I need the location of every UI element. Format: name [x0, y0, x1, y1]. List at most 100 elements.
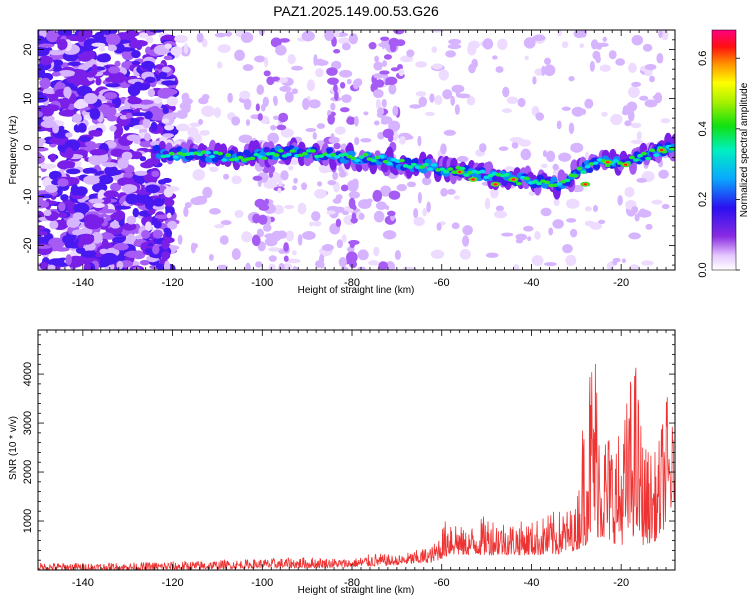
- spectrogram-cell: [370, 158, 377, 163]
- spectrogram-cell: [264, 57, 269, 68]
- spectrogram-cell: [332, 197, 342, 204]
- spectrogram-cell: [631, 34, 644, 46]
- spectrogram-cell: [373, 89, 384, 99]
- spectrogram-cell: [388, 190, 401, 200]
- spectrogram-cell: [548, 227, 554, 236]
- spectrogram-x-tick-label: -100: [251, 277, 273, 289]
- spectrogram-cell: [354, 137, 360, 146]
- spectrogram-cell: [649, 75, 655, 83]
- snr-x-tick-label: -60: [434, 577, 450, 589]
- spectrogram-cell: [89, 107, 101, 120]
- colorbar: 0.0 0.2 0.4 0.6 Normalized spectral amplitu…: [697, 29, 750, 278]
- spectrogram-cell: [350, 217, 358, 224]
- spectrogram-cell: [334, 126, 346, 135]
- spectrogram-cell: [161, 80, 178, 86]
- spectrogram-cell: [523, 176, 530, 181]
- spectrogram-cell: [531, 35, 546, 42]
- spectrogram-cell: [579, 43, 585, 49]
- spectrogram-cell: [541, 65, 546, 77]
- spectrogram-cell: [51, 71, 61, 77]
- spectrogram-cell: [484, 197, 491, 210]
- spectrogram-cell: [262, 224, 272, 232]
- spectrogram-cell: [38, 43, 55, 48]
- colorbar-ticks: 0.0 0.2 0.4 0.6: [697, 51, 740, 278]
- spectrogram-cell: [217, 44, 231, 53]
- spectrogram-cell: [198, 118, 204, 125]
- snr-y-tick-label: 1000: [22, 509, 34, 533]
- spectrogram-cell: [445, 50, 456, 58]
- spectrogram-cell: [492, 55, 498, 60]
- spectrogram-cell: [99, 208, 117, 214]
- spectrogram-cell: [121, 151, 133, 160]
- spectrogram-cell: [417, 135, 422, 147]
- spectrogram-cell: [53, 59, 64, 67]
- spectrogram-cell: [375, 201, 387, 210]
- spectrogram-cell: [155, 152, 163, 159]
- spectrogram-cell: [568, 122, 575, 135]
- spectrogram-cell: [301, 151, 308, 156]
- spectrogram-cell: [556, 182, 563, 186]
- spectrogram-cell: [520, 148, 531, 161]
- spectrogram-cell: [367, 260, 379, 266]
- spectrogram-cell: [621, 109, 630, 116]
- spectrogram-cell: [101, 162, 118, 168]
- spectrogram-cell: [434, 95, 443, 106]
- spectrogram-cell: [47, 258, 66, 267]
- spectrogram-cell: [273, 153, 280, 157]
- spectrogram-cell: [330, 102, 336, 111]
- spectrogram-cell: [135, 42, 143, 51]
- spectrogram-cell: [636, 177, 647, 183]
- spectrogram-cell: [128, 177, 135, 186]
- spectrogram-cell: [174, 34, 189, 44]
- spectrogram-cell: [561, 41, 569, 49]
- spectrogram-cell: [415, 61, 427, 68]
- spectrogram-cell: [608, 50, 617, 60]
- spectrogram-cell: [38, 225, 46, 231]
- spectrogram-cell: [630, 139, 644, 144]
- spectrogram-cell: [291, 250, 297, 256]
- spectrogram-cell: [275, 44, 287, 56]
- spectrogram-cell: [584, 164, 591, 169]
- spectrogram-cell: [209, 208, 221, 215]
- spectrogram-cell: [651, 199, 663, 205]
- spectrogram-cell: [142, 117, 151, 129]
- spectrogram-cell: [357, 249, 369, 261]
- spectrogram-cell: [443, 129, 456, 136]
- spectrogram-cell: [642, 43, 653, 52]
- spectrogram-cell: [152, 197, 165, 207]
- spectrogram-cell: [277, 230, 287, 240]
- spectrogram-cell: [278, 249, 286, 254]
- spectrogram-cell: [103, 191, 118, 198]
- spectrogram-cell: [418, 96, 427, 107]
- spectrogram-cell: [288, 165, 294, 171]
- spectrogram-cell: [447, 167, 454, 171]
- spectrogram-cell: [336, 239, 344, 249]
- spectrogram-cell: [462, 235, 470, 247]
- spectrogram-cell: [357, 266, 366, 270]
- spectrogram-cell: [501, 232, 514, 237]
- spectrogram-cell: [125, 193, 139, 205]
- spectrogram-cell: [39, 77, 51, 89]
- spectrogram-cell: [418, 165, 425, 169]
- spectrogram-cell: [214, 32, 227, 38]
- spectrogram-cell: [576, 166, 583, 171]
- spectrogram-cell: [256, 84, 265, 95]
- spectrogram-cell: [306, 79, 315, 92]
- snr-y-tick-label: 4000: [22, 362, 34, 386]
- spectrogram-cell: [451, 222, 460, 230]
- spectrogram-cell: [577, 186, 583, 192]
- spectrogram-cell: [208, 253, 214, 261]
- spectrogram-cell: [38, 138, 46, 145]
- spectrogram-x-tick-label: -40: [523, 277, 539, 289]
- spectrogram-cell: [167, 220, 178, 230]
- spectrogram-cell: [523, 37, 536, 49]
- spectrogram-cell: [527, 236, 532, 242]
- spectrogram-cell: [362, 152, 369, 157]
- spectrogram-cell: [163, 227, 171, 234]
- spectrogram-cell: [431, 46, 438, 53]
- spectrogram-cell: [214, 224, 225, 229]
- spectrogram-cell: [75, 247, 86, 254]
- spectrogram-cell: [83, 175, 100, 185]
- spectrogram-cell: [71, 113, 83, 123]
- spectrogram-cell: [152, 229, 163, 239]
